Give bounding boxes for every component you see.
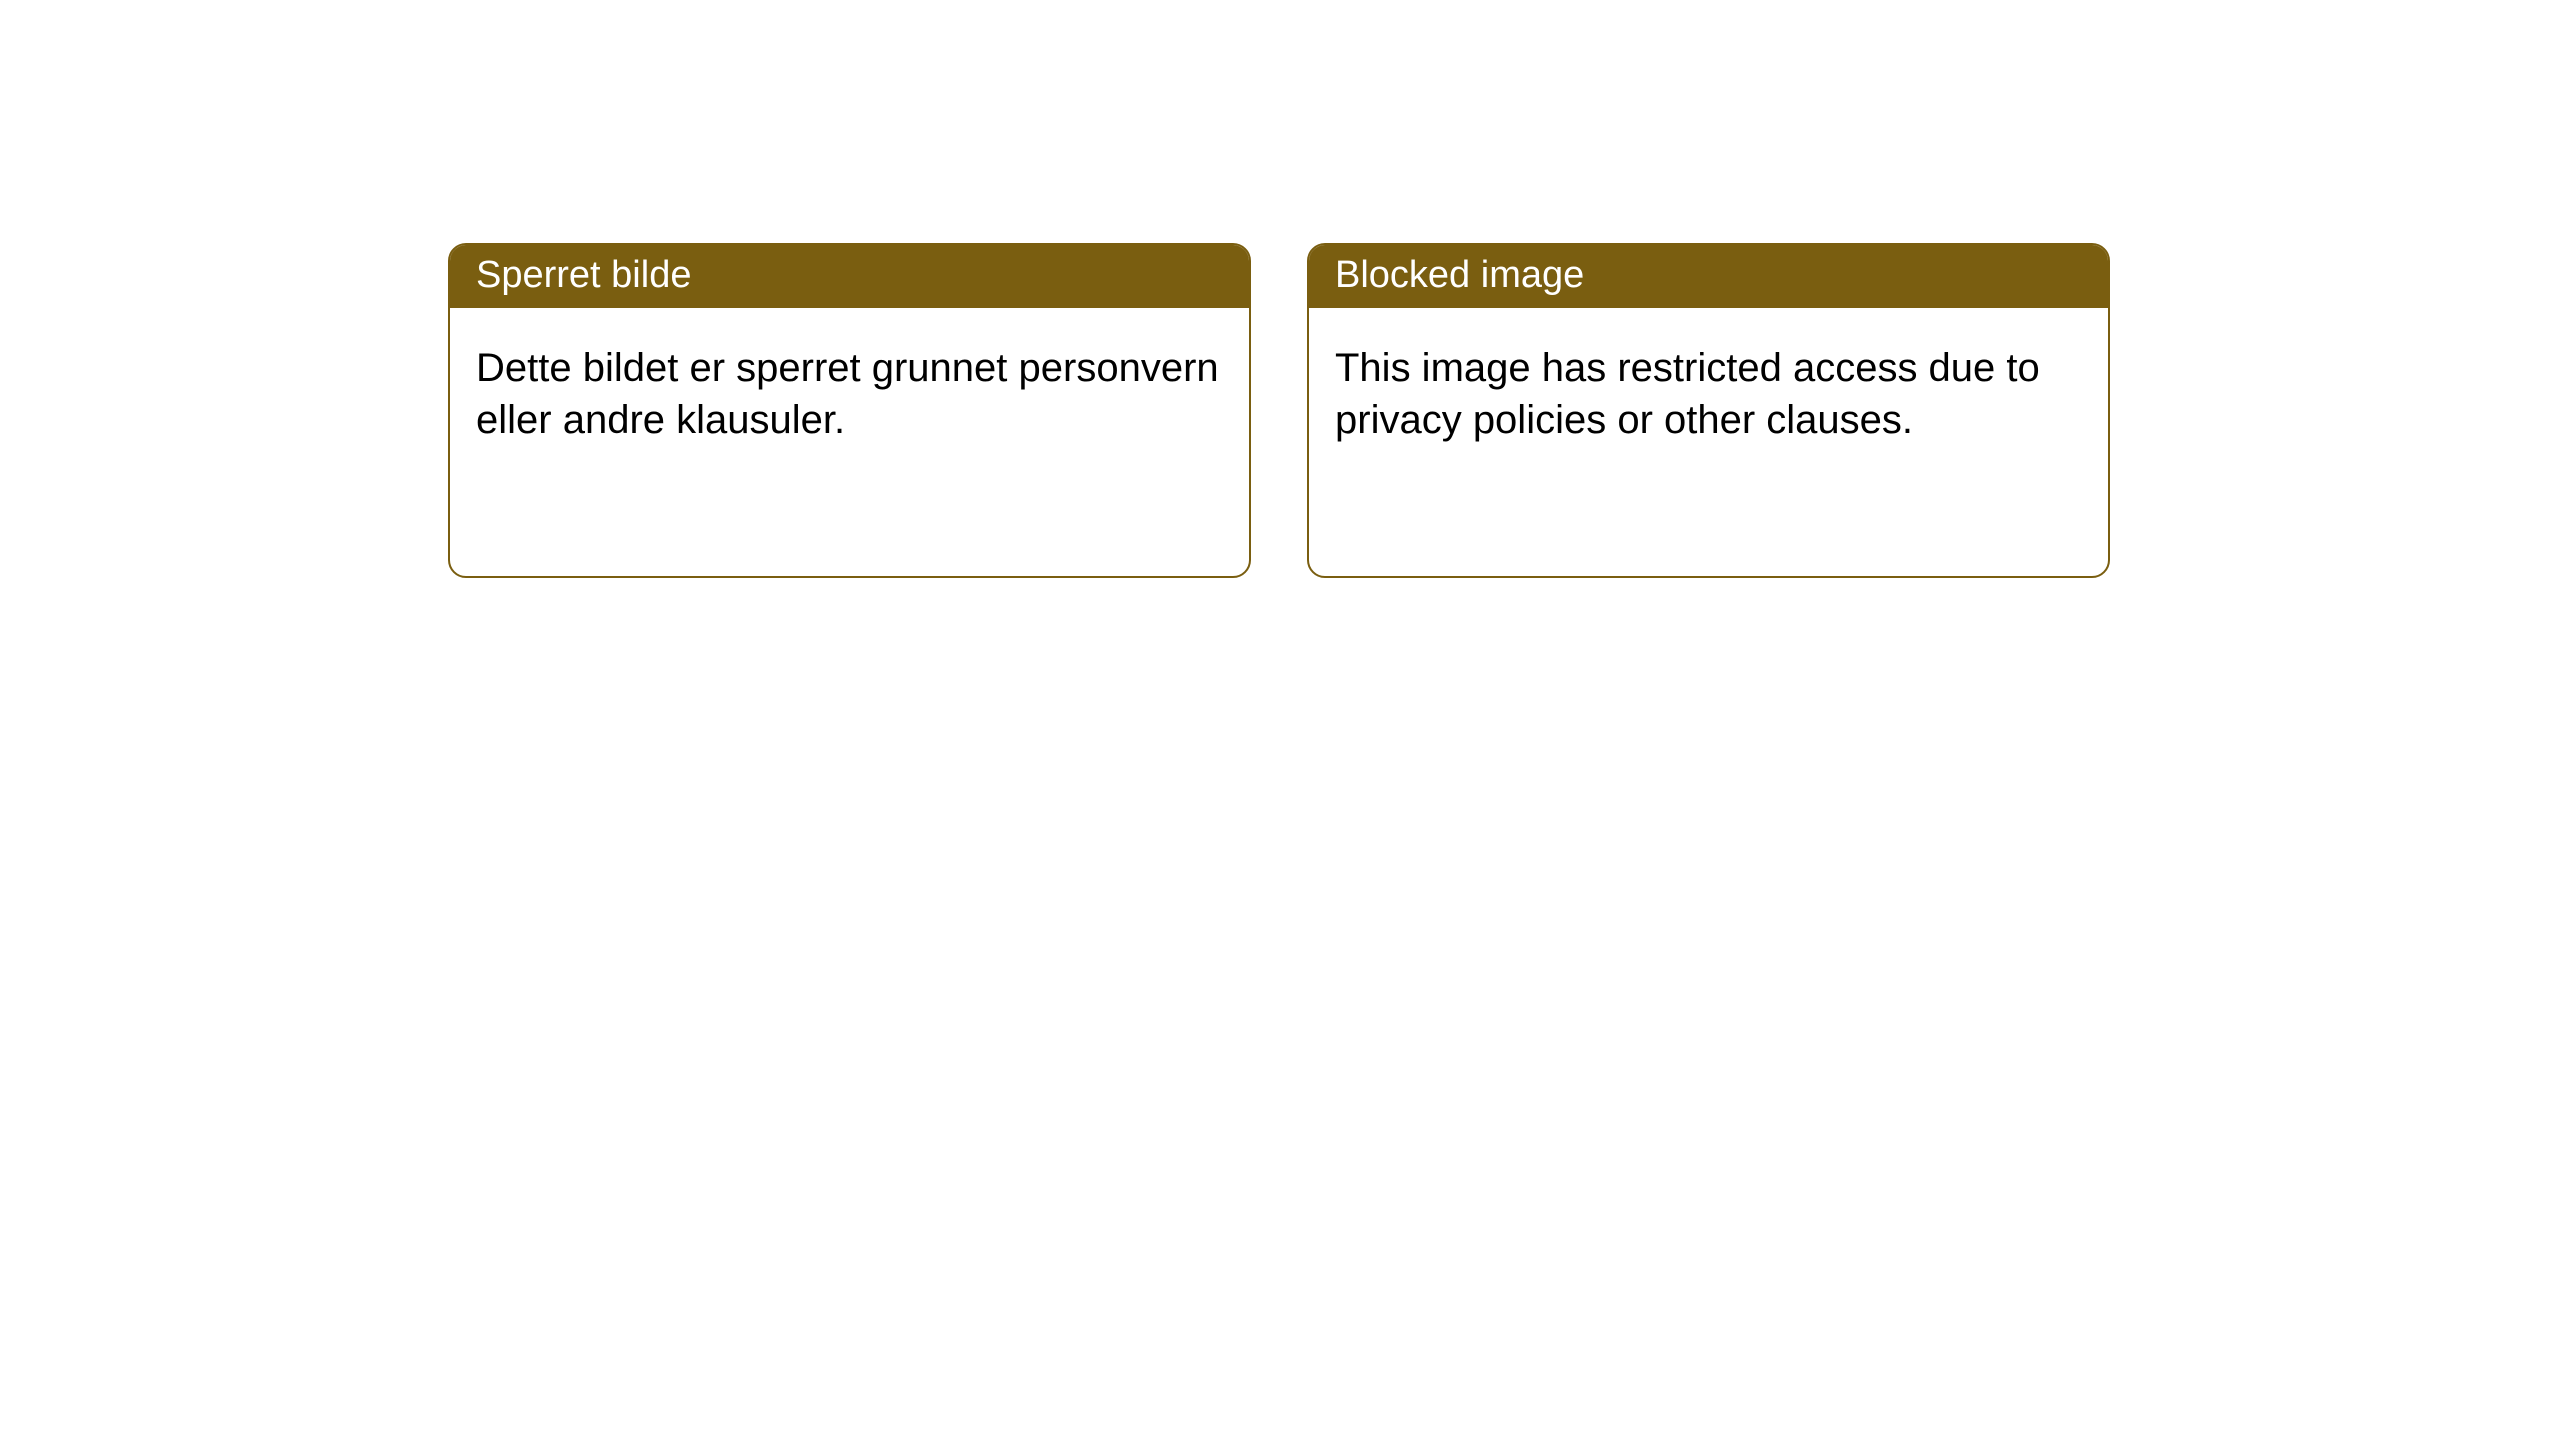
card-header: Sperret bilde bbox=[450, 245, 1249, 308]
card-title: Blocked image bbox=[1335, 254, 1584, 296]
card-body: This image has restricted access due to … bbox=[1309, 308, 2108, 480]
card-body-text: Dette bildet er sperret grunnet personve… bbox=[476, 346, 1219, 442]
notice-card-norwegian: Sperret bilde Dette bildet er sperret gr… bbox=[448, 243, 1251, 578]
notice-card-english: Blocked image This image has restricted … bbox=[1307, 243, 2110, 578]
card-title: Sperret bilde bbox=[476, 254, 691, 296]
notice-container: Sperret bilde Dette bildet er sperret gr… bbox=[0, 0, 2560, 578]
card-body: Dette bildet er sperret grunnet personve… bbox=[450, 308, 1249, 480]
card-header: Blocked image bbox=[1309, 245, 2108, 308]
card-body-text: This image has restricted access due to … bbox=[1335, 346, 2040, 442]
